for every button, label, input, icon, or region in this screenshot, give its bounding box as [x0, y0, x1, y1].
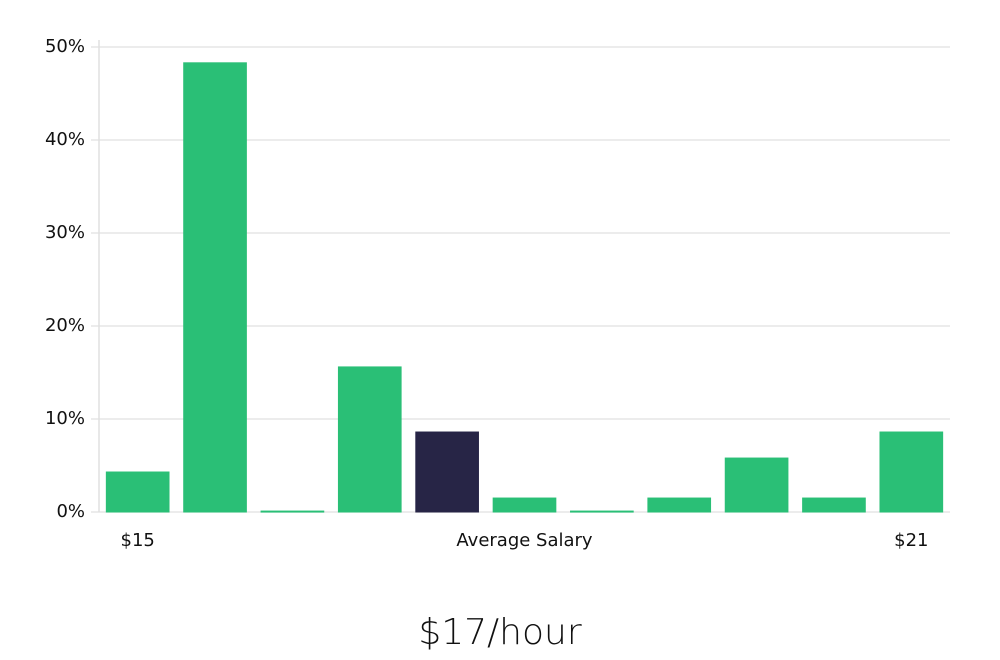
y-tick-label: 20%	[45, 315, 85, 336]
chart-title: $17/hour	[418, 612, 582, 653]
y-tick-label: 10%	[45, 408, 85, 429]
bar	[802, 497, 866, 513]
x-tick-label: Average Salary	[456, 530, 593, 551]
bar	[337, 366, 402, 513]
bar	[183, 62, 247, 513]
y-tick-label: 30%	[45, 222, 85, 243]
y-tick-label: 0%	[56, 501, 85, 522]
x-tick-label: $21	[894, 530, 928, 551]
bar	[879, 431, 944, 513]
y-tick-label: 40%	[45, 129, 85, 150]
bar	[415, 431, 479, 513]
bar	[260, 510, 325, 513]
bar	[492, 497, 557, 513]
y-tick-label: 50%	[45, 36, 85, 57]
bar	[647, 497, 712, 513]
bar	[724, 457, 789, 513]
x-tick-label: $15	[121, 530, 155, 551]
bar	[570, 510, 634, 513]
bar	[105, 471, 170, 513]
